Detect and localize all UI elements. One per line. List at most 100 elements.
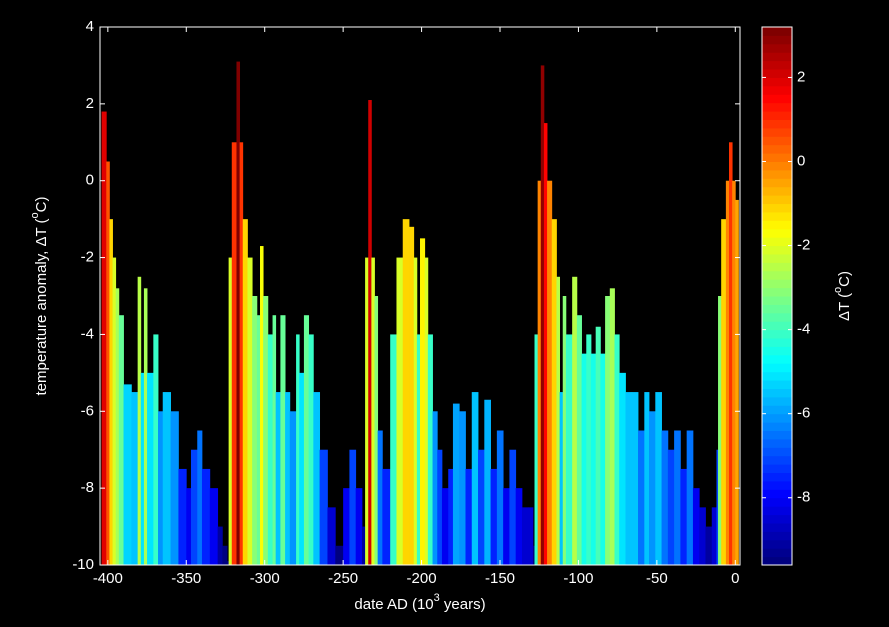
bar (432, 411, 438, 565)
y-label-text: C) (33, 196, 50, 212)
bar (595, 326, 601, 565)
colorbar-swatch (762, 539, 792, 549)
bar (471, 392, 479, 565)
colorbar-swatch (762, 531, 792, 541)
colorbar-swatch (762, 178, 792, 188)
bar (631, 392, 639, 565)
bar (190, 449, 198, 565)
bar (335, 545, 344, 565)
y-tick-label: -4 (81, 325, 94, 342)
bar (112, 257, 117, 565)
bar (308, 334, 314, 565)
bar (186, 488, 192, 565)
colorbar-swatch (762, 321, 792, 331)
bar (732, 180, 736, 565)
bar (349, 449, 357, 565)
bar (718, 296, 722, 565)
bar (661, 430, 669, 565)
bar (313, 392, 321, 565)
bar (178, 468, 187, 565)
bar (115, 288, 120, 565)
y-tick-label: 4 (86, 18, 94, 35)
bar (263, 296, 269, 565)
bar (716, 449, 719, 565)
colorbar-swatch (762, 388, 792, 398)
bar (201, 468, 211, 565)
bar (576, 315, 582, 565)
y-tick-label: 0 (86, 172, 94, 189)
colorbar-swatch (762, 69, 792, 78)
bar (260, 246, 264, 566)
colorbar-swatch (762, 43, 792, 53)
bar (699, 507, 706, 565)
bar (374, 296, 379, 565)
bar (289, 411, 297, 565)
bar (521, 507, 529, 565)
y-tick-label: -6 (81, 402, 94, 419)
bar (402, 219, 410, 565)
bar (285, 392, 291, 565)
bar (137, 276, 142, 565)
bar (590, 353, 597, 565)
colorbar-swatch (762, 35, 792, 45)
bar (452, 403, 460, 565)
bar (368, 100, 372, 565)
bar (101, 111, 107, 566)
colorbar-swatch (762, 85, 792, 95)
colorbar-tick-label: -2 (797, 237, 810, 254)
bar (272, 315, 277, 565)
bar (427, 334, 433, 565)
y-label-superscript: o (29, 212, 41, 218)
bar (484, 399, 491, 565)
bar (586, 334, 592, 565)
colorbar-swatch (762, 52, 792, 62)
bar (565, 334, 573, 565)
bar (131, 392, 139, 565)
colorbar-swatch (762, 472, 792, 482)
colorbar-swatch (762, 127, 792, 137)
colorbar-swatch (762, 111, 792, 120)
colorbar-swatch (762, 354, 792, 364)
colorbar-swatch (762, 279, 792, 289)
colorbar-swatch (762, 556, 792, 566)
bar (625, 392, 633, 565)
colorbar-swatch (762, 371, 792, 381)
colorbar-swatch (762, 447, 792, 457)
colorbar-swatch (762, 548, 792, 558)
bar (667, 449, 675, 565)
bar (528, 507, 534, 565)
x-tick-label: 0 (731, 570, 739, 587)
colorbar-swatch (762, 195, 792, 205)
x-label-text: years) (440, 596, 486, 613)
colorbar-swatch (762, 136, 792, 146)
colorbar-swatch (762, 312, 792, 322)
colorbar-swatch (762, 497, 792, 507)
bar (396, 257, 404, 565)
bar (605, 296, 611, 565)
colorbar-swatch (762, 522, 792, 532)
bar (209, 488, 219, 565)
colorbar-tick-label: -8 (797, 489, 810, 506)
bar (162, 392, 171, 565)
bar (228, 257, 233, 565)
bar (416, 334, 421, 565)
bar (537, 180, 542, 565)
bar (227, 561, 230, 565)
colorbar-swatch (762, 346, 792, 356)
x-label-text: date AD (10 (354, 596, 433, 613)
colorbar-label-text: C) (836, 271, 853, 287)
colorbar-tick-label: -6 (797, 405, 810, 422)
bar (572, 276, 578, 565)
bar (619, 372, 626, 565)
bar (267, 334, 273, 565)
colorbar-frame (761, 26, 793, 566)
colorbar-label-superscript: o (832, 287, 844, 293)
bar (509, 449, 517, 565)
bar (638, 430, 645, 565)
x-tick-label: -300 (250, 570, 280, 587)
x-tick-label: -400 (93, 570, 123, 587)
colorbar-swatch (762, 262, 792, 272)
colorbar-swatch (762, 119, 792, 129)
colorbar-swatch (762, 438, 792, 448)
bar (299, 372, 305, 565)
